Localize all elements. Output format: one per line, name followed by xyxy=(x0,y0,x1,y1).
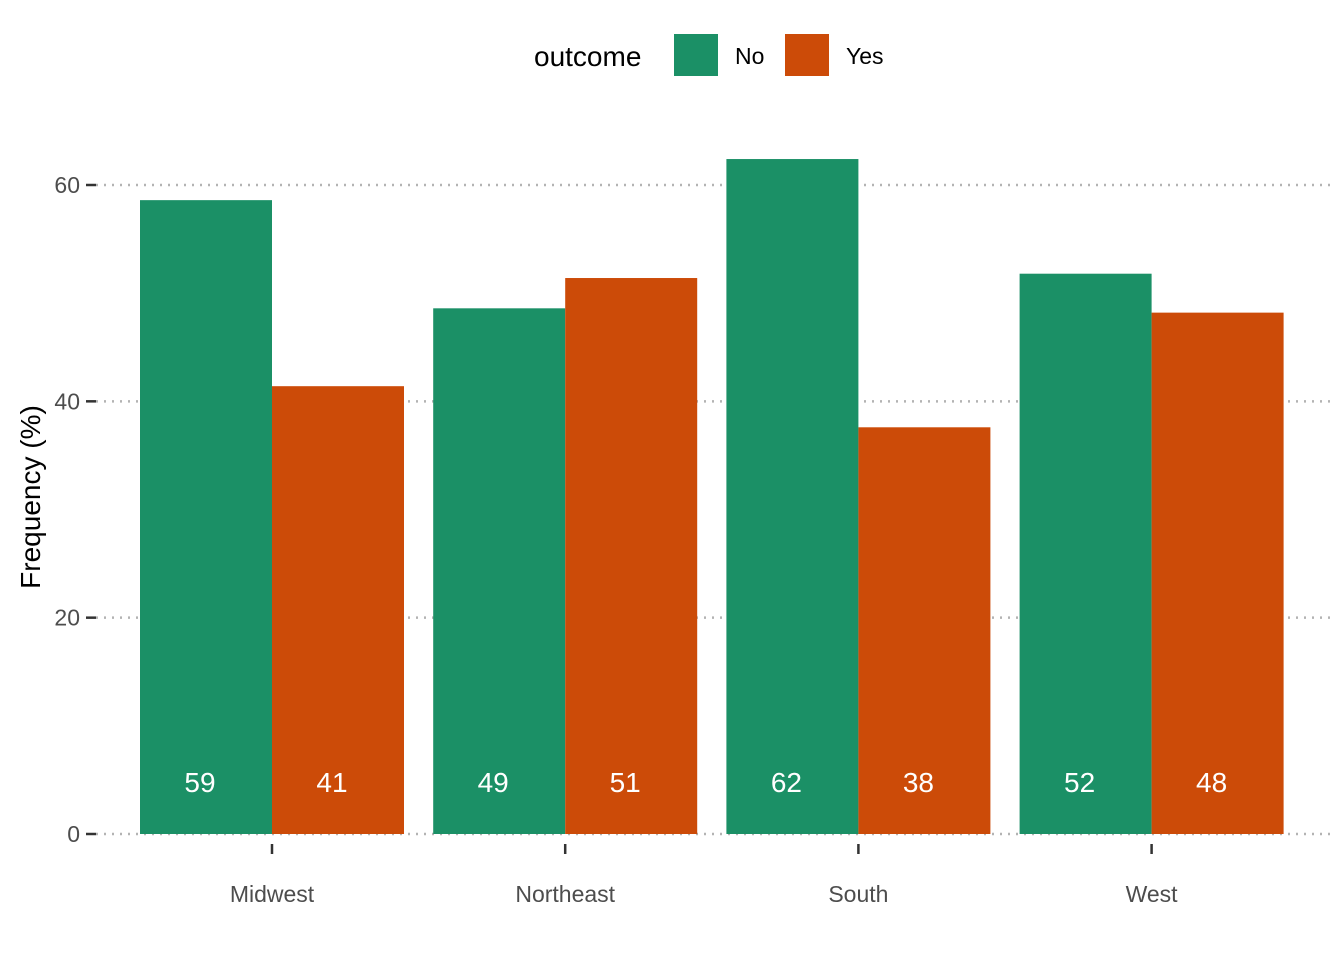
bar-south-no xyxy=(726,159,859,835)
legend: outcome No Yes xyxy=(534,34,884,76)
y-tick-label: 0 xyxy=(67,821,80,847)
x-tick-label: Midwest xyxy=(230,881,315,907)
y-axis: 0 20 40 60 xyxy=(54,172,96,847)
bar-west-no xyxy=(1019,273,1152,834)
x-tick-label: West xyxy=(1126,881,1179,907)
data-label: 38 xyxy=(903,767,934,798)
data-label: 62 xyxy=(771,767,802,798)
bar-west-yes xyxy=(1151,312,1284,834)
y-tick-label: 40 xyxy=(54,388,80,414)
y-axis-title: Frequency (%) xyxy=(15,405,46,589)
gridlines xyxy=(96,183,1330,836)
legend-swatch-no xyxy=(674,34,718,76)
bar-northeast-yes xyxy=(565,278,698,835)
data-label: 51 xyxy=(610,767,641,798)
legend-swatch-yes xyxy=(785,34,829,76)
bar-northeast-no xyxy=(433,308,566,834)
x-axis: Midwest Northeast South West xyxy=(230,844,1178,907)
legend-label-no: No xyxy=(735,43,764,69)
data-label: 49 xyxy=(478,767,509,798)
data-label: 52 xyxy=(1064,767,1095,798)
x-tick-label: South xyxy=(828,881,888,907)
bar-midwest-no xyxy=(140,200,272,835)
data-label: 41 xyxy=(316,767,347,798)
data-label: 59 xyxy=(184,767,215,798)
data-label: 48 xyxy=(1196,767,1227,798)
bar-south-yes xyxy=(858,427,991,834)
bars: 59 41 49 51 62 38 52 48 xyxy=(140,159,1284,835)
y-tick-label: 60 xyxy=(54,172,80,198)
bar-midwest-yes xyxy=(272,386,404,834)
x-tick-label: Northeast xyxy=(515,881,615,907)
legend-title: outcome xyxy=(534,41,641,72)
legend-label-yes: Yes xyxy=(846,43,884,69)
y-tick-label: 20 xyxy=(54,605,80,631)
